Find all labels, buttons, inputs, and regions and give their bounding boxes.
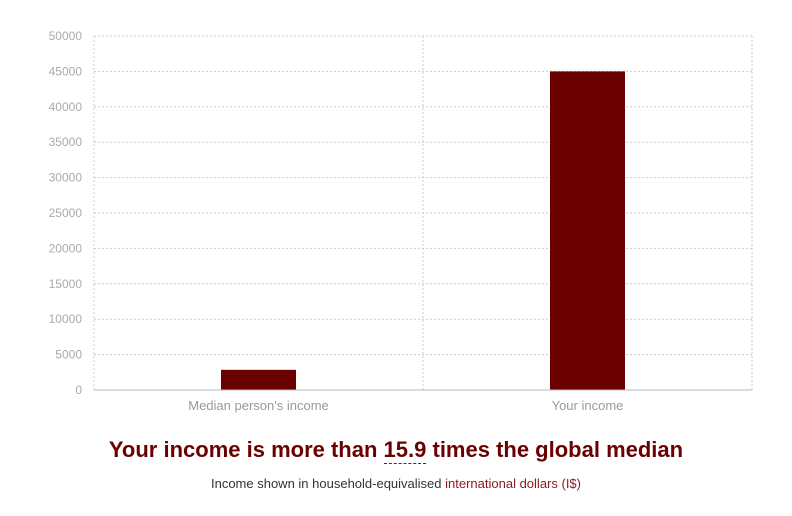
bar-1[interactable] xyxy=(550,71,625,391)
y-tick-label: 0 xyxy=(75,383,82,397)
chart-grid xyxy=(93,35,753,391)
y-tick-label: 35000 xyxy=(49,135,83,149)
x-axis: Median person's income Your income xyxy=(94,389,752,413)
headline-prefix: Your income is more than xyxy=(108,437,384,462)
y-tick-label: 40000 xyxy=(49,100,83,114)
y-tick-label: 50000 xyxy=(49,29,83,43)
y-tick-label: 45000 xyxy=(49,64,83,78)
headline: Your income is more than 15.9 times the … xyxy=(0,437,792,464)
multiplier-value[interactable]: 15.9 xyxy=(383,437,427,464)
income-bar-chart: 0 5000 10000 15000 20000 25000 30000 35000 40000… xyxy=(49,29,753,413)
headline-suffix: times the global median xyxy=(426,437,684,462)
subline-prefix: Income shown in household-equivalised xyxy=(210,476,446,491)
y-tick-label: 10000 xyxy=(49,312,83,326)
y-tick-label: 30000 xyxy=(49,171,83,185)
international-dollars-link[interactable]: international dollars (I$) xyxy=(445,476,581,491)
y-tick-label: 25000 xyxy=(49,206,83,220)
x-category-label: Median person's income xyxy=(188,398,329,413)
y-tick-label: 15000 xyxy=(49,277,83,291)
subline: Income shown in household-equivalised in… xyxy=(0,476,792,491)
bar-0[interactable] xyxy=(221,369,296,390)
y-tick-label: 20000 xyxy=(49,241,83,255)
x-category-label: Your income xyxy=(552,398,624,413)
y-tick-label: 5000 xyxy=(55,348,82,362)
y-axis: 0 5000 10000 15000 20000 25000 30000 35000 40000… xyxy=(49,29,83,397)
bars xyxy=(221,71,625,391)
